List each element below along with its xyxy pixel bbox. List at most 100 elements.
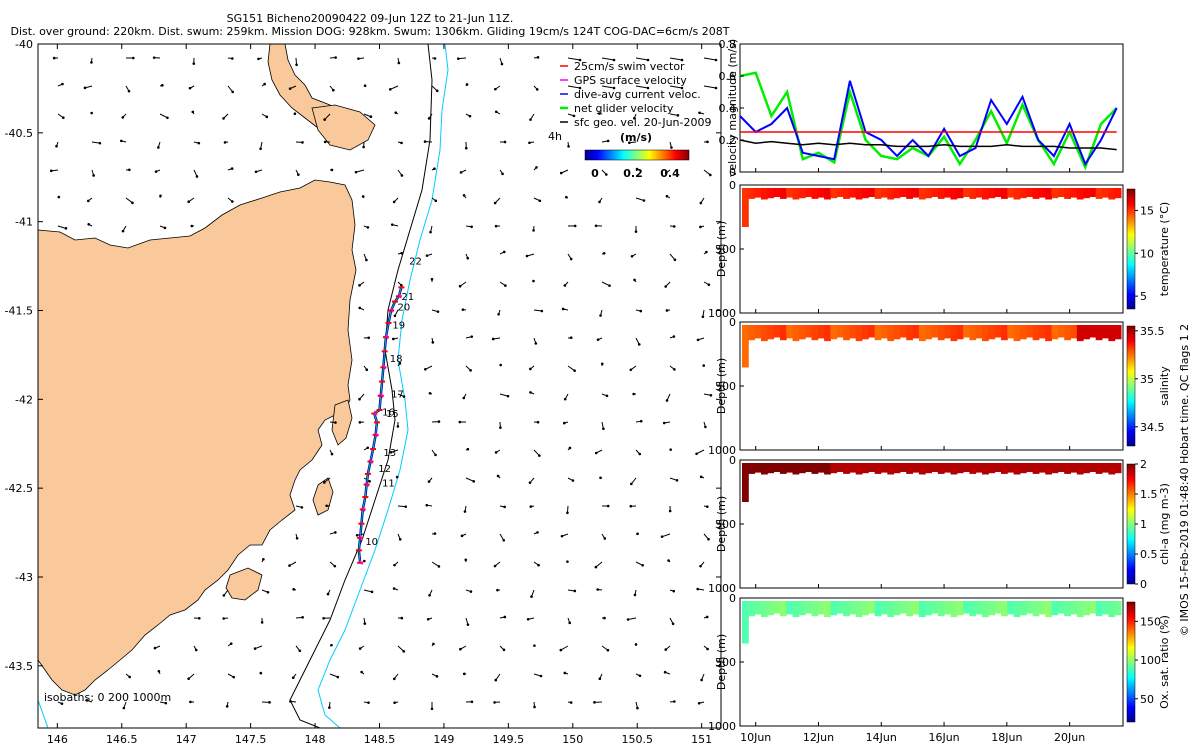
- section-cell: [1057, 463, 1065, 472]
- section-cell: [918, 188, 926, 200]
- sfc-velocity-arrowhead: [61, 82, 64, 86]
- sfc-velocity-arrowhead: [459, 647, 462, 651]
- sfc-velocity-arrowhead: [64, 227, 68, 230]
- sfc-velocity-arrowhead: [629, 482, 633, 486]
- sfc-velocity-arrowhead: [633, 116, 636, 120]
- section-cell: [1076, 463, 1084, 475]
- sfc-velocity-arrowhead: [707, 283, 711, 287]
- sfc-velocity-arrowhead: [92, 174, 95, 177]
- section-cell: [811, 188, 819, 199]
- sfc-velocity-arrowhead: [573, 369, 576, 372]
- sfc-velocity-arrowhead: [393, 314, 397, 318]
- sfc-velocity-arrowhead: [491, 337, 495, 341]
- section-cell: [1001, 325, 1008, 341]
- sfc-velocity-arrowhead: [225, 705, 229, 708]
- section-cell: [937, 601, 945, 617]
- section-cell: [956, 463, 964, 474]
- section-cell: [925, 463, 932, 474]
- section-cell: [906, 325, 913, 341]
- sfc-velocity-arrowhead: [628, 141, 631, 145]
- sfc-velocity-arrowhead: [424, 367, 427, 371]
- section-cell: [1032, 188, 1040, 199]
- sfc-velocity-arrowhead: [470, 335, 474, 338]
- sfc-velocity-arrowhead: [469, 369, 472, 372]
- section-cell: [1057, 325, 1065, 338]
- sfc-velocity-arrowhead: [470, 700, 474, 704]
- sfc-velocity-arrowhead: [672, 335, 676, 338]
- section-cell: [1051, 325, 1059, 340]
- sfc-velocity-arrowhead: [496, 588, 499, 592]
- section-cell: [1038, 325, 1046, 339]
- isobath-1000-west: [38, 699, 49, 728]
- section-cell: [1045, 463, 1052, 475]
- section-cell: [1064, 325, 1071, 341]
- section-cell: [1089, 601, 1097, 614]
- sfc-velocity-arrowhead: [698, 111, 701, 115]
- section-cell: [805, 325, 812, 338]
- day-label: 18: [390, 354, 403, 365]
- section-cell: [830, 325, 838, 340]
- section-cell: [824, 188, 831, 200]
- section-cell: [988, 325, 996, 340]
- sfc-velocity-arrowhead: [538, 454, 541, 457]
- sfc-velocity-arrowhead: [701, 315, 705, 319]
- section-cell: [824, 463, 831, 475]
- sfc-velocity-arrowhead: [166, 116, 169, 120]
- sfc-velocity-arrowhead: [164, 701, 168, 705]
- section-cell: [1032, 601, 1040, 617]
- map-x-tick-label: 147: [176, 733, 197, 746]
- sfc-velocity-arrow: [567, 85, 581, 89]
- velocity-y-ticks: 0 0.2 0.4 0.6 0.8: [719, 38, 744, 179]
- section-cell: [754, 188, 762, 198]
- figure-title: SG151 Bicheno20090422 09-Jun 12Z to 21-J…: [226, 12, 514, 25]
- map-colorbar: [584, 149, 690, 161]
- sfc-velocity-arrowhead: [400, 283, 403, 287]
- section-cell: [862, 188, 869, 199]
- sfc-velocity-arrowhead: [533, 644, 536, 647]
- sfc-velocity-arrowhead: [699, 225, 702, 229]
- sfc-velocity-arrowhead: [503, 140, 507, 144]
- section-colorbar: [1126, 188, 1136, 310]
- section-cell: [1070, 188, 1078, 198]
- section-cell: [925, 325, 932, 340]
- sfc-velocity-arrowhead: [559, 171, 563, 175]
- sfc-velocity-arrowhead: [362, 145, 365, 149]
- section-cell: [1095, 325, 1103, 341]
- map-legend: 25cm/s swim vector GPS surface velocity …: [548, 60, 711, 180]
- imos-footer: © IMOS 15-Feb-2019 01:48:40 Hobart time.…: [1178, 324, 1191, 636]
- section-cell: [963, 188, 970, 197]
- sfc-velocity-arrow: [601, 281, 610, 287]
- sfc-velocity-arrowhead: [593, 701, 596, 704]
- sfc-velocity-arrowhead: [530, 595, 533, 598]
- section-cell: [937, 188, 945, 199]
- sfc-velocity-arrowhead: [358, 397, 361, 401]
- section-cell: [830, 601, 838, 616]
- section-cell: [1001, 188, 1008, 199]
- sfc-velocity-arrow: [499, 393, 509, 397]
- sfc-velocity-arrowhead: [152, 56, 156, 59]
- sfc-velocity-arrow: [669, 57, 683, 61]
- gps-velocity-mark: [366, 481, 370, 487]
- sfc-velocity-arrowhead: [646, 58, 650, 62]
- section-cell: [975, 601, 983, 615]
- sfc-velocity-arrowhead: [502, 250, 506, 254]
- sfc-velocity-arrowhead: [120, 139, 123, 143]
- sfc-velocity-arrowhead: [230, 167, 234, 170]
- section-cell: [779, 601, 787, 617]
- sfc-velocity-arrowhead: [397, 61, 401, 65]
- sfc-velocity-arrow: [703, 85, 717, 89]
- section-frame: [739, 184, 1124, 314]
- sfc-velocity-arrowhead: [268, 701, 271, 704]
- section-cell: [887, 325, 895, 342]
- sfc-velocity-arrowhead: [600, 362, 604, 366]
- colorbar-label: temperature (°C): [1158, 202, 1171, 296]
- sfc-velocity-arrowhead: [400, 251, 403, 255]
- sfc-velocity-arrowhead: [55, 144, 58, 148]
- sfc-velocity-arrowhead: [263, 82, 266, 86]
- sfc-velocity-arrowhead: [633, 278, 636, 282]
- sfc-velocity-arrowhead: [696, 338, 700, 342]
- sfc-velocity-arrowhead: [431, 341, 435, 344]
- map-x-tick-label: 149: [433, 733, 454, 746]
- section-cell: [912, 325, 920, 339]
- section-cell: [874, 601, 882, 617]
